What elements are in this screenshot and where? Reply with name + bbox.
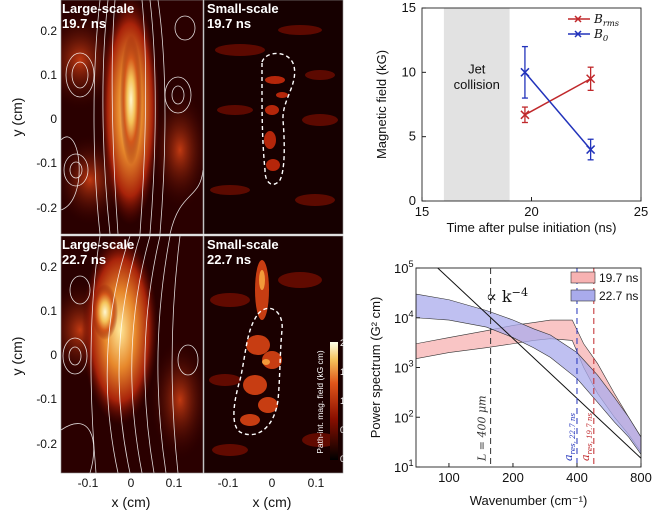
- collision-shaded-region: [443, 8, 510, 201]
- x-tick-label: 25: [634, 204, 648, 219]
- panel-label-scale: Small-scale: [207, 237, 279, 252]
- data-point: [586, 145, 596, 155]
- y-tick-label: 102: [394, 408, 414, 425]
- panel-label-time: 22.7 ns: [207, 252, 251, 267]
- series-line: [524, 71, 592, 151]
- y-tick-label: 15: [402, 0, 416, 15]
- y-tick-label: 0: [409, 193, 416, 208]
- panel-label-scale: Large-scale: [62, 237, 134, 252]
- x-tick-label: 15: [415, 204, 429, 219]
- legend-entry: Brms: [593, 12, 620, 28]
- map-ytick: 0: [50, 112, 57, 126]
- map-xtick: 0: [128, 476, 135, 490]
- map-ytick: -0.1: [36, 392, 57, 406]
- map-xlabel: x (cm): [253, 494, 292, 510]
- y-tick-label: 103: [394, 359, 414, 376]
- map-large-scale-22-7: [61, 236, 203, 473]
- y-tick-label: 105: [394, 259, 414, 276]
- map-ylabel: y (cm): [9, 98, 25, 137]
- map-ytick: 0.1: [40, 68, 57, 82]
- map-large-scale-19-7: [61, 0, 203, 234]
- reference-line-label: ares, 19.7 ns: [579, 413, 594, 461]
- map-xtick: -0.1: [218, 476, 239, 490]
- power-law-line: [436, 268, 641, 459]
- legend-label: 19.7 ns: [599, 271, 638, 285]
- y-tick-label: 10: [402, 64, 416, 79]
- collision-label: Jet: [468, 62, 486, 77]
- x-tick-label: 200: [502, 470, 524, 485]
- reference-line-label: L = 400 μm: [476, 395, 489, 462]
- y-tick-label: 104: [394, 309, 414, 326]
- power-law-label: ∝ k−4: [486, 286, 528, 306]
- colorbar-label: Path-int. mag. field (kG cm): [315, 350, 325, 454]
- map-xtick: 0.1: [166, 476, 183, 490]
- colorbar-tick: 0.5: [340, 425, 353, 435]
- legend-marker: [574, 30, 582, 38]
- legend-swatch: [570, 271, 596, 284]
- map-small-scale-22-7: [204, 236, 343, 473]
- x-tick-label: 20: [524, 204, 538, 219]
- series-line: [524, 78, 591, 116]
- data-point: [520, 110, 530, 120]
- map-xtick: 0: [269, 476, 276, 490]
- y-tick-label: 5: [409, 129, 416, 144]
- colorbar: [330, 342, 338, 460]
- map-small-scale-19-7: [204, 0, 343, 234]
- y-axis-label: Magnetic field (kG): [374, 50, 389, 159]
- map-ytick: 0.2: [40, 260, 57, 274]
- map-ylabel: y (cm): [9, 337, 25, 376]
- legend-swatch: [570, 289, 596, 302]
- panel-label-scale: Large-scale: [62, 1, 134, 16]
- data-point: [520, 67, 530, 77]
- map-ytick: -0.2: [36, 201, 57, 215]
- data-point: [586, 74, 596, 84]
- map-xtick: 0.1: [308, 476, 325, 490]
- x-tick-label: 800: [630, 470, 652, 485]
- map-ytick: 0.1: [40, 304, 57, 318]
- x-axis-label: Time after pulse initiation (ns): [446, 220, 616, 235]
- map-ytick: 0: [50, 348, 57, 362]
- collision-label: collision: [454, 77, 500, 92]
- legend-entry: B0: [593, 27, 609, 43]
- colorbar-tick: 0: [340, 454, 345, 464]
- x-axis-label: Wavenumber (cm⁻¹): [470, 493, 588, 508]
- x-tick-label: 100: [438, 470, 460, 485]
- colorbar-tick: 1.5: [340, 367, 353, 377]
- panel-label-time: 19.7 ns: [207, 16, 251, 31]
- legend-marker: [574, 15, 582, 23]
- x-tick-label: 400: [566, 470, 588, 485]
- reference-line-label: ares, 22.7 ns: [562, 413, 577, 461]
- map-ytick: -0.1: [36, 156, 57, 170]
- panel-labels: Large-scale 19.7 ns Small-scale 19.7 ns …: [62, 1, 279, 267]
- colorbar-tick: 1: [340, 396, 345, 406]
- map-xtick: -0.1: [78, 476, 99, 490]
- map-ytick: -0.2: [36, 437, 57, 451]
- map-xlabel: x (cm): [112, 494, 151, 510]
- panel-label-time: 19.7 ns: [62, 16, 106, 31]
- panel-label-scale: Small-scale: [207, 1, 279, 16]
- spectrum-band: [416, 293, 641, 455]
- legend-label: 22.7 ns: [599, 289, 638, 303]
- map-axes: y (cm) y (cm) 0.2 0.1 0 -0.1 -0.2 0.2 0.…: [9, 24, 325, 510]
- map-panels: [60, 0, 344, 474]
- spectrum-band: [416, 319, 641, 453]
- y-axis-label: Power spectrum (G² cm): [368, 297, 383, 439]
- y-tick-label: 101: [394, 458, 414, 475]
- colorbar-labels: Path-int. mag. field (kG cm) 2 1.5 1 0.5…: [315, 338, 353, 464]
- map-ytick: 0.2: [40, 24, 57, 38]
- panel-label-time: 22.7 ns: [62, 252, 106, 267]
- colorbar-tick: 2: [340, 338, 345, 348]
